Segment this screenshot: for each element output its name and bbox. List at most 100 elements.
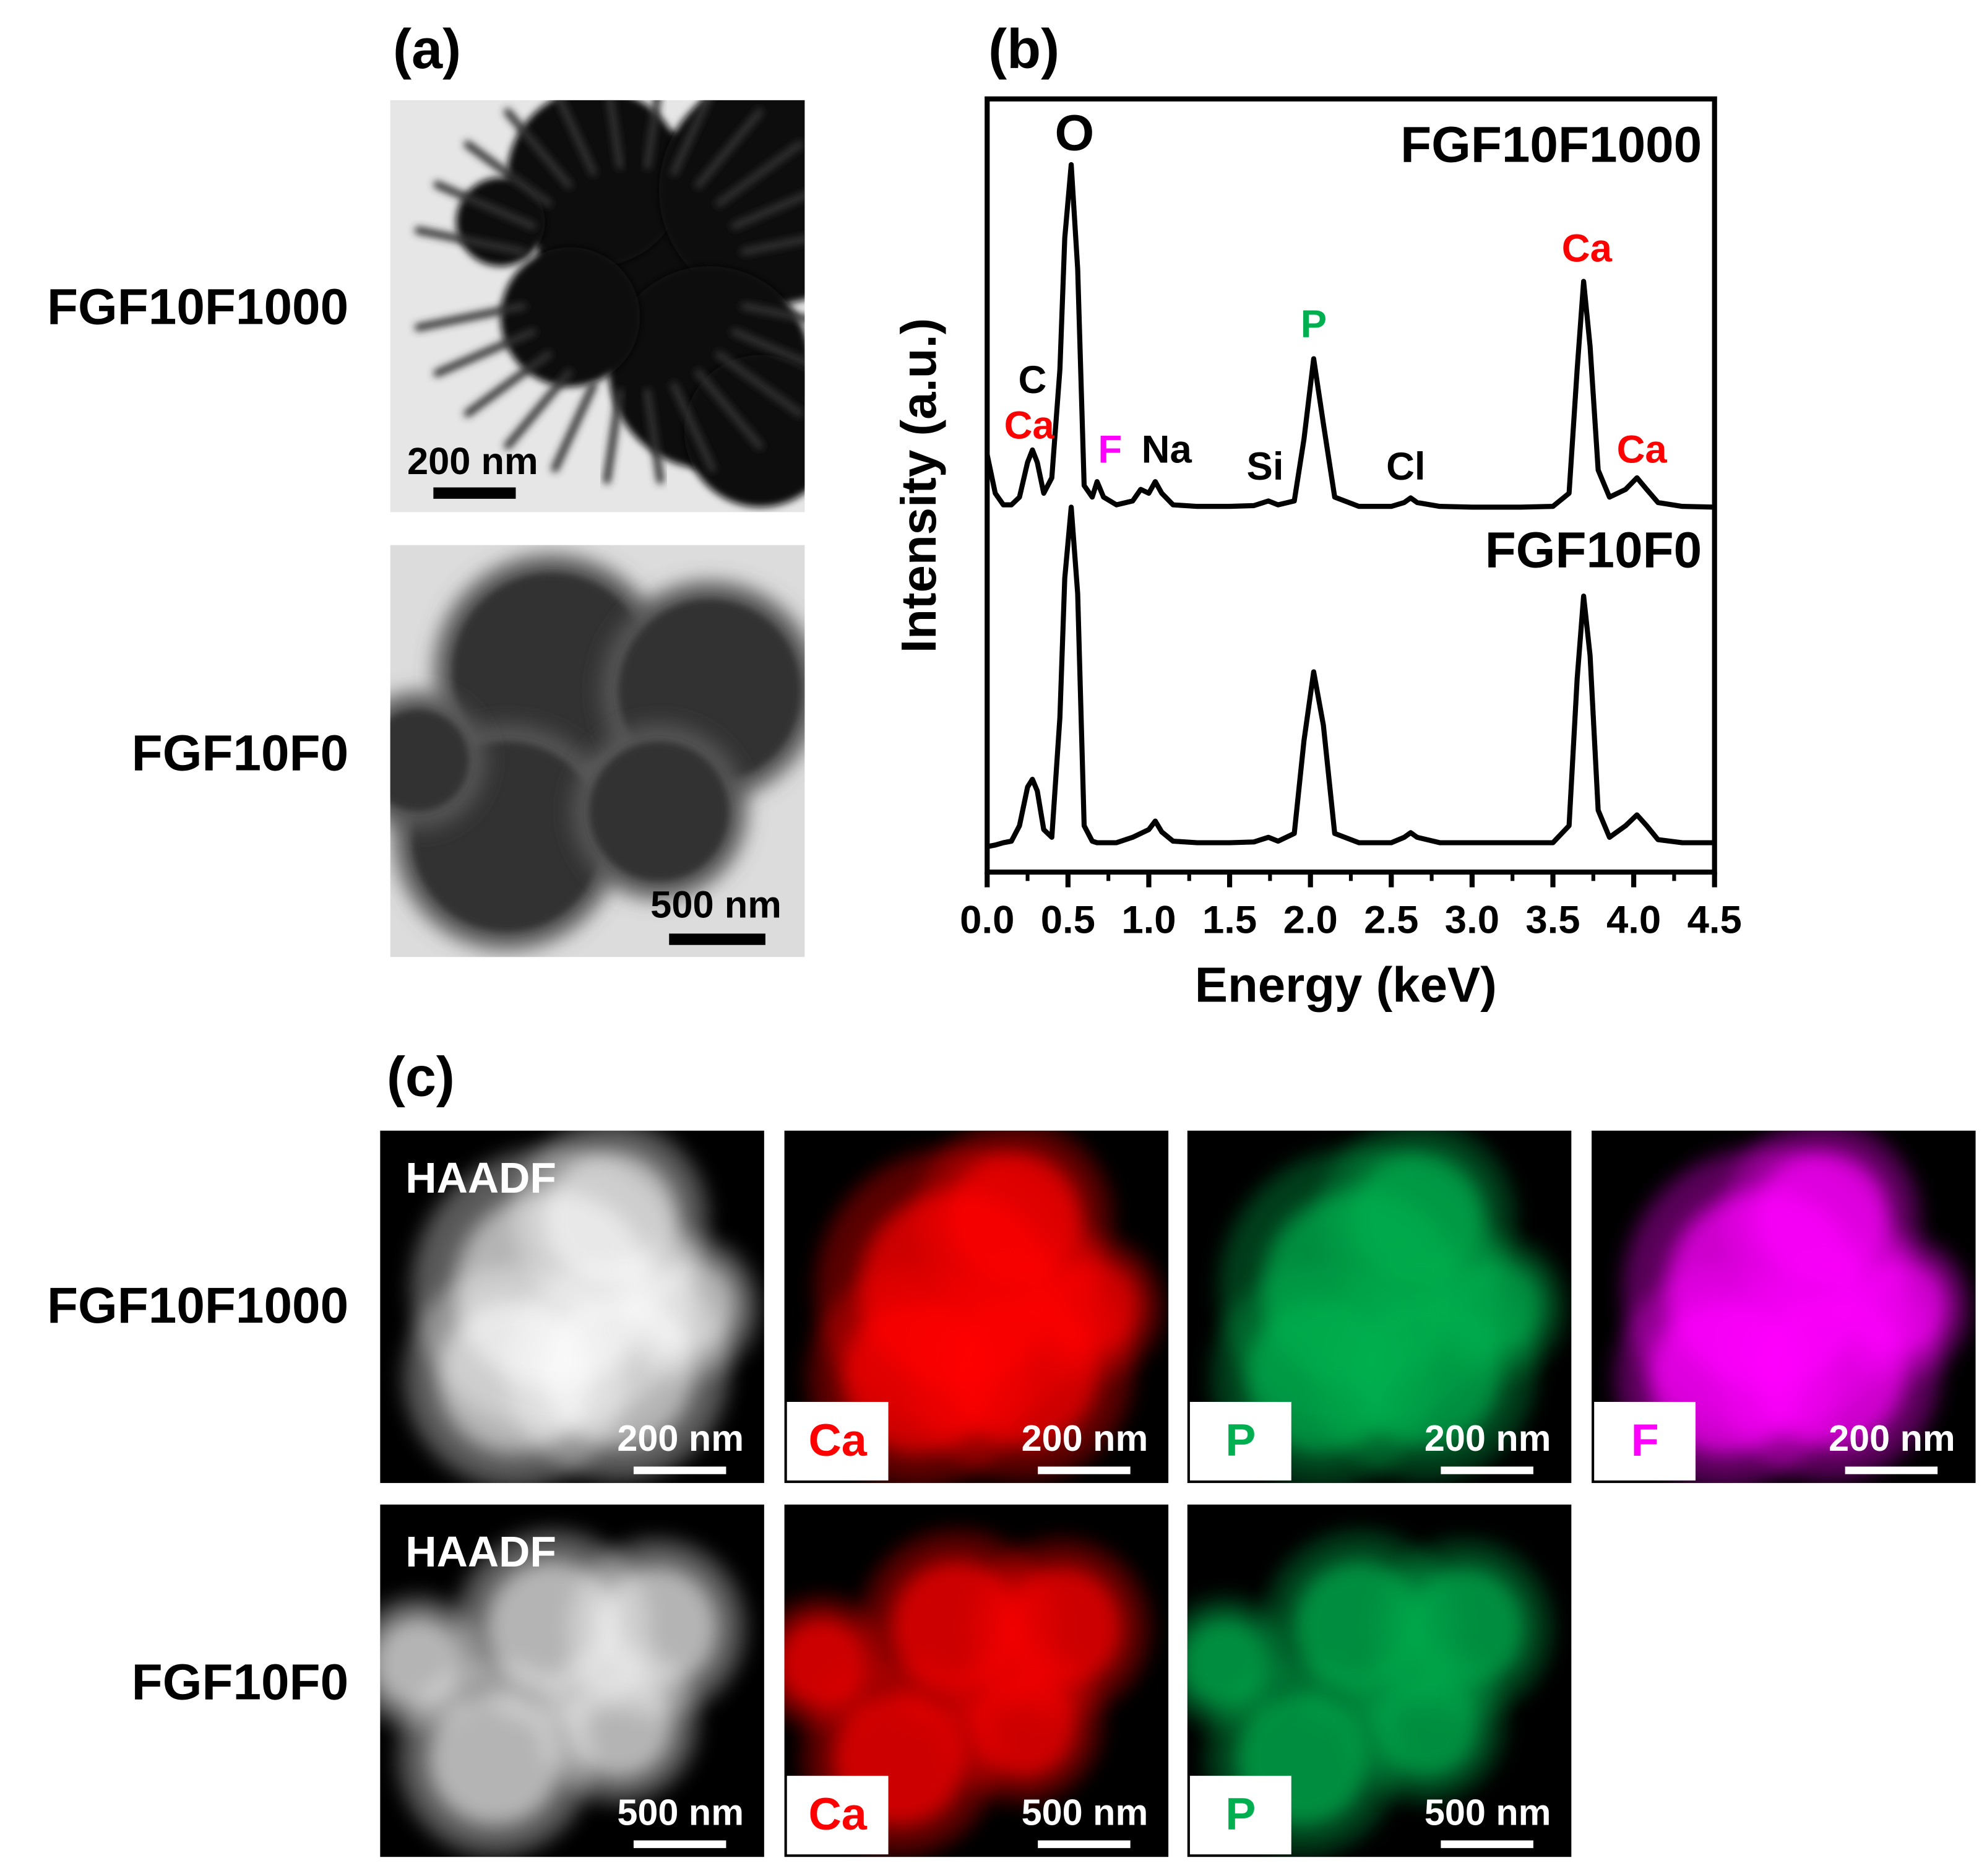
scale-bar-label: 500 nm (1022, 1791, 1149, 1833)
peak-label: Cl (1386, 445, 1425, 488)
x-tick-label: 0.5 (1041, 899, 1095, 942)
detector-label: HAADF (405, 1528, 556, 1576)
x-tick-label: 0.0 (960, 899, 1014, 942)
row-label: FGF10F0 (132, 725, 348, 781)
element-label: Ca (808, 1414, 867, 1466)
detector-label: HAADF (405, 1154, 556, 1202)
element-label: F (1631, 1414, 1659, 1466)
spike (551, 381, 597, 473)
spike (715, 350, 804, 418)
spike (715, 140, 804, 207)
scale-bar-label: 500 nm (617, 1791, 744, 1833)
map-texture (1615, 1130, 1970, 1484)
spike (606, 100, 624, 170)
map-texture (380, 1531, 745, 1856)
signal (1187, 1617, 1272, 1710)
element-label-box (1189, 1776, 1291, 1855)
signal (1850, 1257, 1948, 1356)
signal (380, 1617, 465, 1710)
map-texture (1187, 1531, 1553, 1856)
spike (414, 227, 527, 256)
spike (504, 108, 573, 189)
peak-label: F (1098, 428, 1122, 471)
panel-label: (a) (393, 18, 461, 80)
row-label: FGF10F1000 (47, 1277, 348, 1334)
spike (414, 302, 527, 332)
peak-label: C (1018, 358, 1046, 402)
scale-bar-label: 200 nm (1022, 1417, 1149, 1459)
element-label-box (787, 1776, 889, 1855)
element-label: P (1225, 1414, 1256, 1466)
spectrum-line (985, 162, 1715, 510)
tem-texture (408, 100, 805, 508)
spike (504, 369, 573, 450)
peak-label: Ca (1562, 227, 1613, 270)
spike (740, 235, 805, 256)
scale-bar-label: 500 nm (650, 884, 782, 927)
peak-label: P (1301, 303, 1327, 346)
signal (784, 1617, 869, 1710)
spike (433, 328, 537, 378)
particle (507, 100, 684, 267)
x-tick-label: 1.0 (1121, 899, 1176, 942)
map-texture (404, 1130, 758, 1484)
spike (643, 100, 661, 170)
x-tick-label: 4.0 (1606, 899, 1661, 942)
spike (670, 381, 717, 473)
map-texture (808, 1130, 1163, 1484)
x-tick-label: 2.5 (1364, 899, 1418, 942)
element-label-box (787, 1402, 889, 1480)
spike (603, 388, 624, 485)
x-tick-label: 3.0 (1445, 899, 1499, 942)
peak-label: Si (1247, 445, 1284, 488)
x-tick-label: 2.0 (1283, 899, 1338, 942)
spike (730, 328, 805, 366)
spike (463, 350, 553, 418)
series-label: FGF10F0 (1485, 522, 1702, 579)
sphere (452, 573, 650, 771)
signal (638, 1257, 737, 1356)
element-label-box (1594, 1402, 1696, 1480)
row-label: FGF10F1000 (47, 279, 348, 335)
row-label: FGF10F0 (132, 1654, 348, 1710)
panel-label: (c) (387, 1046, 455, 1109)
signal (1370, 1667, 1481, 1779)
spike (463, 140, 553, 207)
scale-bar-label: 500 nm (1425, 1791, 1551, 1833)
signal (1042, 1257, 1141, 1356)
spike (556, 100, 597, 176)
scale-bar-label: 200 nm (1425, 1417, 1551, 1459)
element-label: P (1225, 1788, 1256, 1839)
scale-bar-label: 200 nm (407, 440, 538, 483)
sphere (390, 709, 469, 811)
spike (730, 191, 805, 230)
scale-bar-label: 200 nm (1829, 1417, 1955, 1459)
peak-label: Ca (1617, 428, 1668, 471)
spike (643, 388, 665, 485)
spike (670, 100, 712, 176)
sphere (589, 741, 729, 881)
scale-bar-label: 200 nm (617, 1417, 744, 1459)
spike (740, 302, 805, 322)
signal (1445, 1257, 1544, 1356)
y-axis-label: Intensity (a.u.) (891, 318, 946, 653)
x-axis-label: Energy (keV) (1195, 957, 1497, 1013)
panel-label: (b) (988, 18, 1059, 80)
series-label: FGF10F1000 (1400, 116, 1702, 173)
peak-label: Ca (1004, 404, 1055, 447)
spike (694, 108, 764, 189)
x-tick-label: 3.5 (1525, 899, 1580, 942)
element-label: Ca (808, 1788, 867, 1839)
map-texture (1211, 1130, 1566, 1484)
element-label-box (1189, 1402, 1291, 1480)
spectrum-line (986, 504, 1715, 849)
particle (658, 100, 805, 305)
x-tick-label: 1.5 (1202, 899, 1257, 942)
particle (500, 247, 640, 387)
peak-label: Na (1142, 428, 1192, 471)
tem-texture (390, 555, 805, 949)
signal (562, 1667, 674, 1779)
signal (967, 1667, 1078, 1779)
